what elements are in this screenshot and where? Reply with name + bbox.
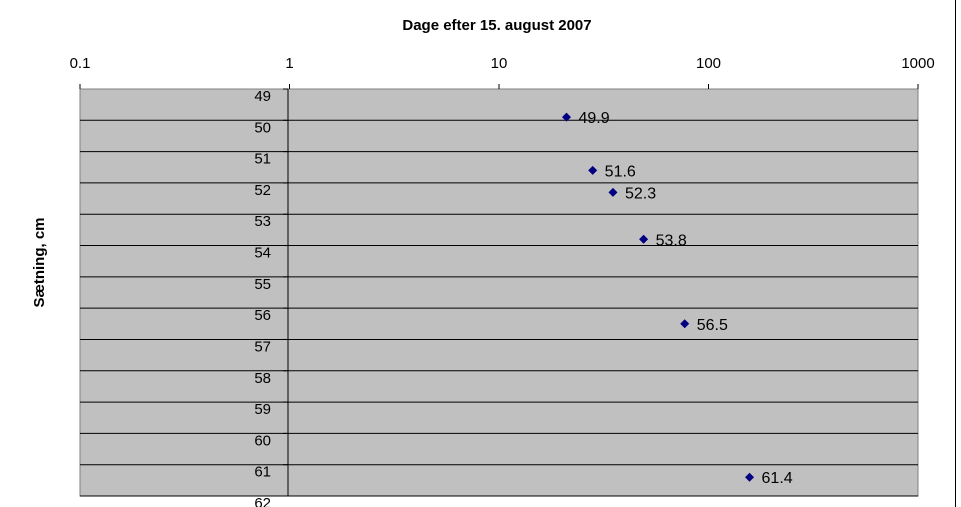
y-tick-label: 51 xyxy=(254,151,271,168)
y-tick-label: 58 xyxy=(254,370,271,387)
y-axis-label: Sætning, cm xyxy=(31,217,48,307)
frame-border xyxy=(955,0,956,507)
x-tick-label: 1000 xyxy=(901,55,934,72)
y-axis: 49 50 51 52 53 54 55 56 57 58 59 60 61 62 xyxy=(254,88,289,507)
data-point xyxy=(745,472,755,482)
grid-lines xyxy=(80,119,918,497)
y-tick-label: 59 xyxy=(254,401,271,418)
data-point xyxy=(608,187,618,197)
y-tick-label: 60 xyxy=(254,432,271,449)
y-tick-label: 52 xyxy=(254,182,271,199)
data-label: 51.6 xyxy=(605,163,636,180)
data-point xyxy=(562,112,572,122)
data-label: 49.9 xyxy=(579,110,610,127)
plot-area xyxy=(79,88,919,497)
data-label: 61.4 xyxy=(762,470,793,487)
x-axis: 0.1 1 10 100 1000 xyxy=(70,55,935,89)
data-label: 53.8 xyxy=(656,232,687,249)
y-tick-label: 56 xyxy=(254,307,271,324)
x-tick-label: 1 xyxy=(285,55,293,72)
chart-title: Dage efter 15. august 2007 xyxy=(402,17,591,34)
y-tick-label: 57 xyxy=(254,338,271,355)
data-label: 56.5 xyxy=(697,317,728,334)
data-point xyxy=(680,319,690,329)
y-tick-label: 54 xyxy=(254,245,271,262)
x-tick-label: 0.1 xyxy=(70,55,91,72)
data-label: 52.3 xyxy=(625,185,656,202)
data-point xyxy=(588,165,598,175)
y-tick-label: 61 xyxy=(254,464,271,481)
x-tick-label: 100 xyxy=(696,55,721,72)
y-tick-label: 53 xyxy=(254,213,271,230)
y-tick-label: 50 xyxy=(254,119,271,136)
y-tick-label: 55 xyxy=(254,276,271,293)
data-point xyxy=(639,234,649,244)
y-tick-label: 62 xyxy=(254,495,271,507)
y-tick-label: 49 xyxy=(254,88,271,105)
data-points: 49.9 51.6 52.3 53.8 56.5 61.4 xyxy=(562,110,793,487)
x-tick-label: 10 xyxy=(491,55,508,72)
